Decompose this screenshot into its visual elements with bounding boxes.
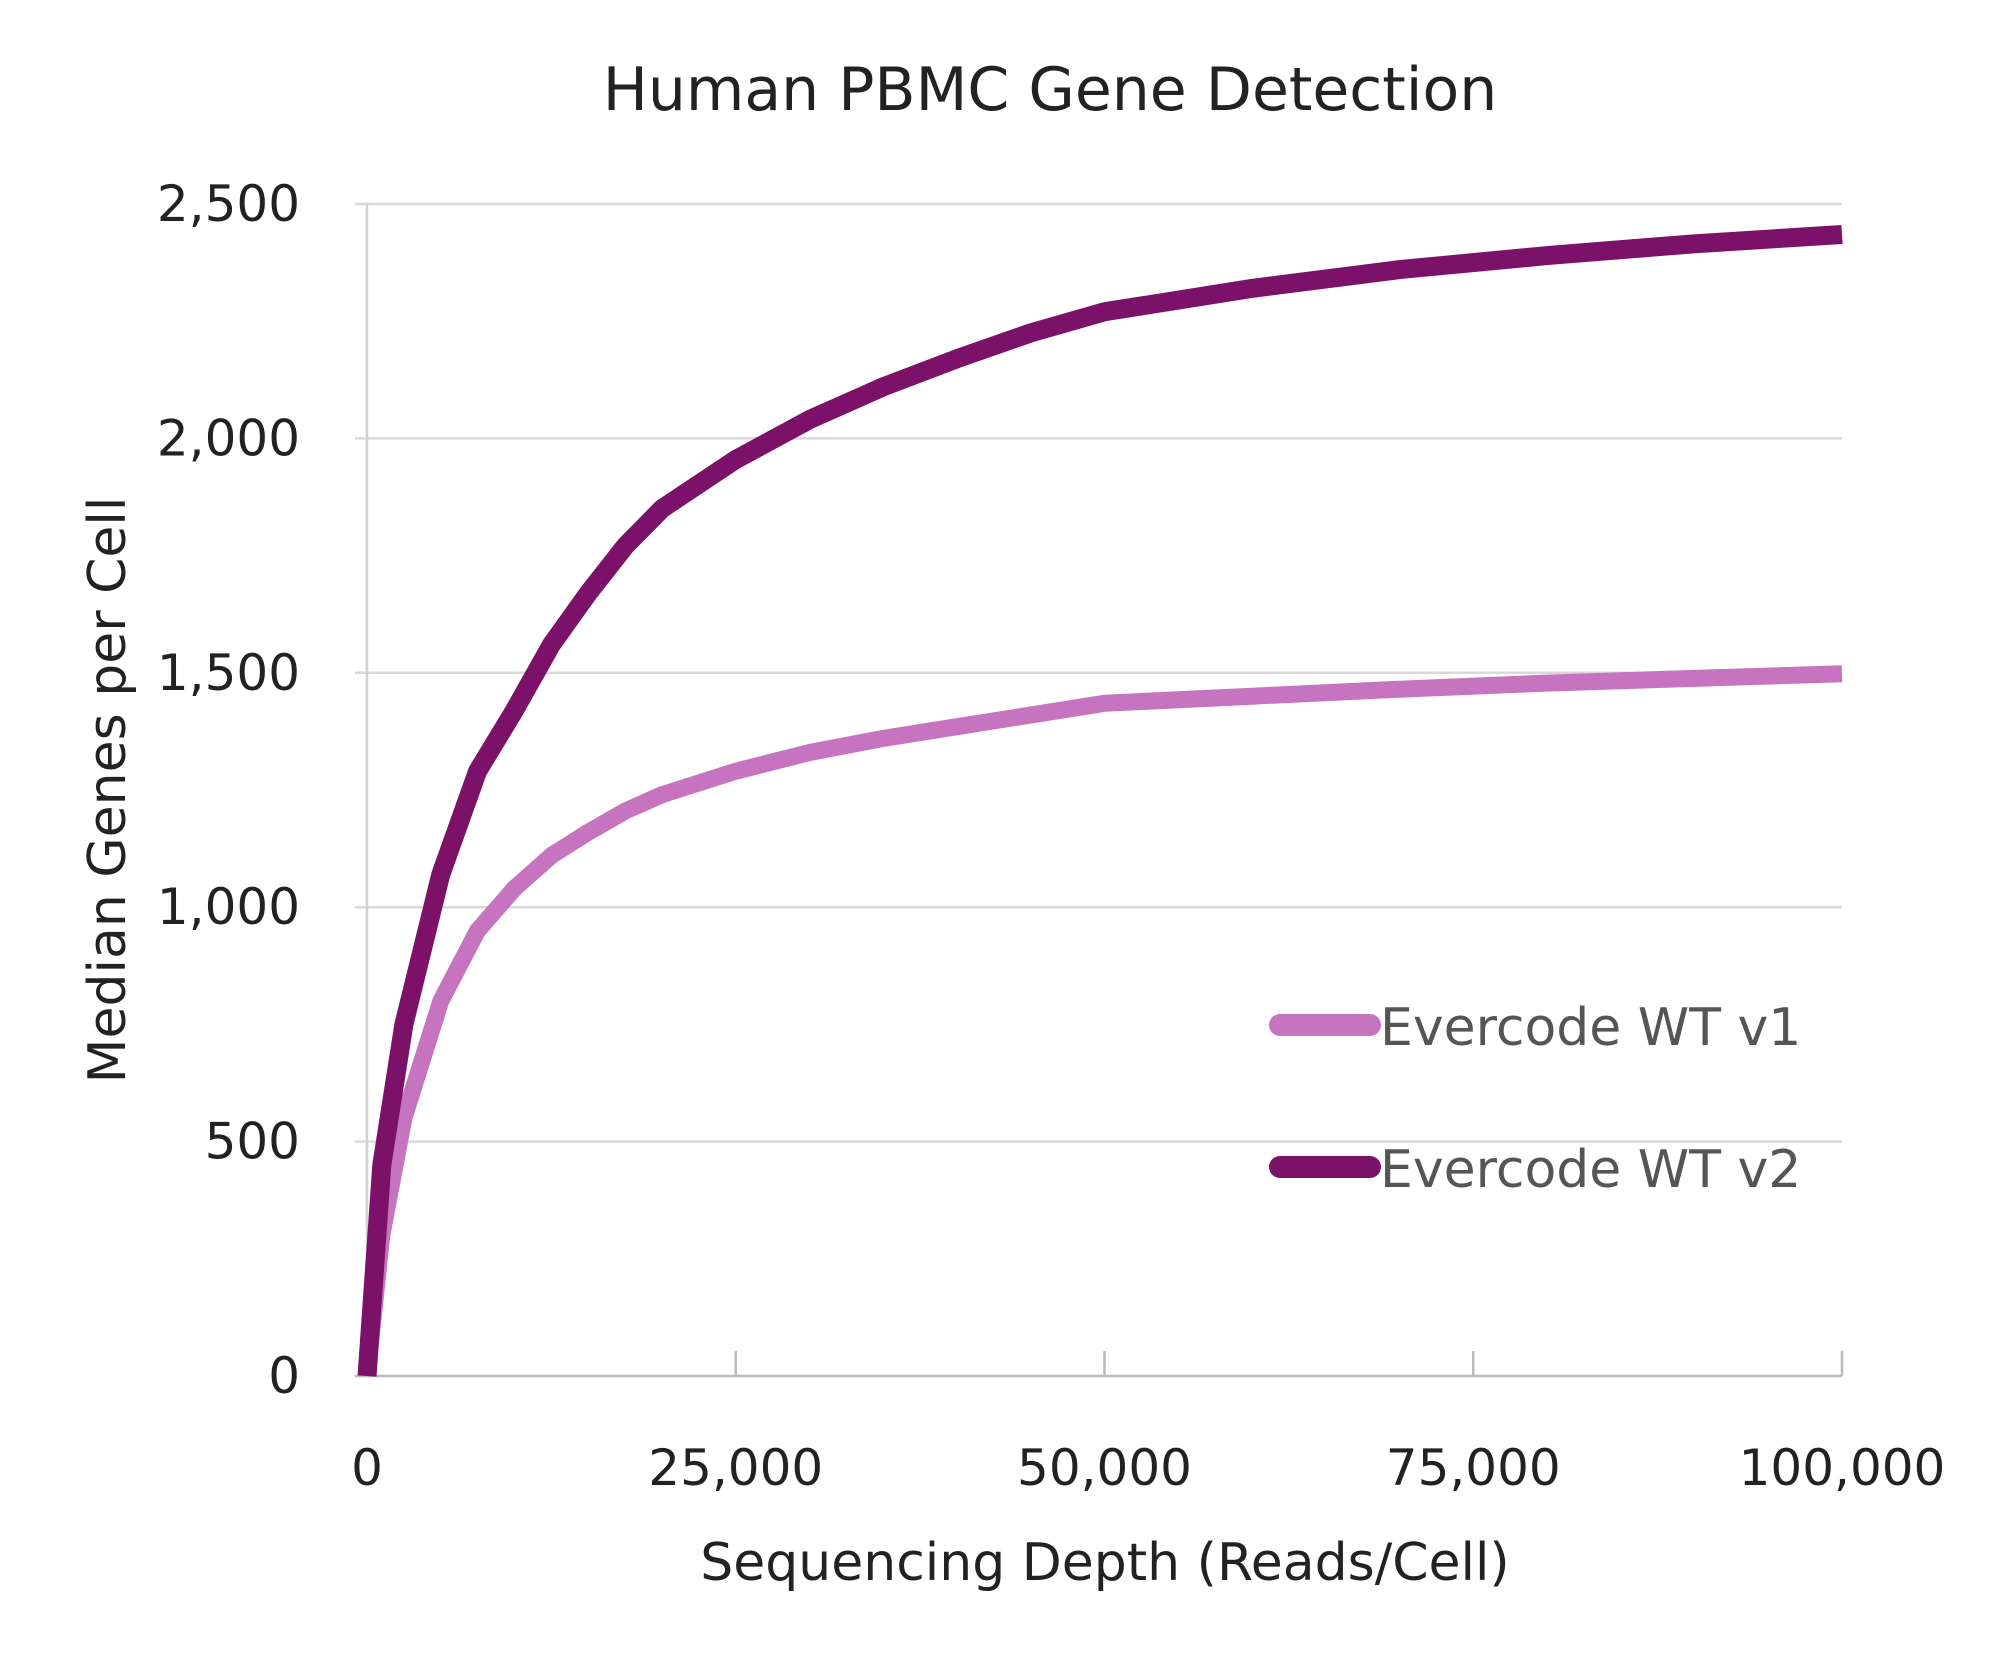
legend-label: Evercode WT v2: [1380, 1140, 1801, 1200]
x-axis: 0 25,000 50,000 75,000 100,000: [351, 1351, 1945, 1497]
y-tick-label: 2,000: [157, 409, 300, 467]
x-tick-label: 50,000: [1017, 1439, 1192, 1497]
x-tick-label: 0: [351, 1439, 383, 1497]
x-tick-label: 100,000: [1739, 1439, 1946, 1497]
y-axis: 0 500 1,000 1,500 2,000 2,500: [157, 175, 300, 1405]
y-tick-label: 0: [268, 1347, 300, 1405]
x-axis-label: Sequencing Depth (Reads/Cell): [700, 1533, 1509, 1593]
x-tick-label: 25,000: [648, 1439, 823, 1497]
y-axis-label: Median Genes per Cell: [78, 497, 138, 1084]
grid: [355, 202, 1842, 1378]
chart-title: Human PBMC Gene Detection: [603, 55, 1497, 125]
y-tick-label: 2,500: [157, 175, 300, 233]
series-lines: [357, 225, 1843, 1377]
series-line-1: [358, 665, 1843, 1377]
y-tick-label: 500: [205, 1113, 300, 1171]
y-tick-label: 1,000: [157, 878, 300, 936]
x-tick-label: 75,000: [1386, 1439, 1561, 1497]
legend: Evercode WT v1 Evercode WT v2: [1269, 998, 1801, 1200]
series-line-2: [357, 225, 1843, 1377]
legend-label: Evercode WT v1: [1380, 998, 1801, 1058]
y-tick-label: 1,500: [157, 644, 300, 702]
